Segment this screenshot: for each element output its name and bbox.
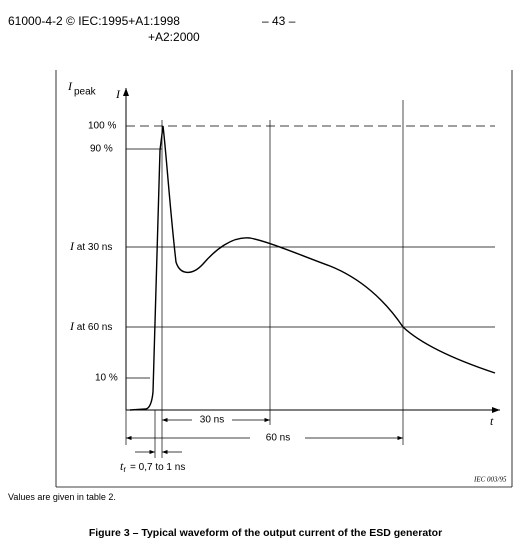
level-symbol: I: [69, 319, 75, 333]
rise-time: tr = 0,7 to 1 ns: [120, 459, 185, 474]
caption: Figure 3 – Typical waveform of the outpu…: [88, 527, 443, 539]
level-text: at 60 ns: [77, 322, 113, 333]
page-number: – 43 –: [262, 14, 296, 28]
figure: I peak I t 100 % 90 % I at 30 ns I at 60…: [55, 70, 513, 488]
level-label: I at 60 ns: [69, 319, 112, 333]
header-left: 61000-4-2 © IEC:1995+A1:1998: [8, 14, 180, 28]
header-left-line2: +A2:2000: [148, 30, 200, 44]
level-label: 90 %: [90, 144, 113, 155]
span-label: 60 ns: [266, 433, 290, 444]
level-label: 10 %: [95, 373, 118, 384]
note: Values are given in table 2.: [8, 492, 116, 502]
y-axis-symbol: I: [115, 87, 121, 101]
peak-subscript: peak: [74, 87, 97, 98]
span-label: 30 ns: [200, 415, 224, 426]
rise-symbol: t: [120, 459, 124, 473]
figure-credit: IEC 003/95: [473, 476, 507, 484]
rise-text: = 0,7 to 1 ns: [130, 462, 185, 473]
waveform: [129, 125, 496, 411]
level-label: 100 %: [88, 121, 116, 132]
axes: [123, 88, 500, 413]
reference-lines: [125, 100, 495, 458]
rise-subscript: r: [123, 465, 126, 474]
level-symbol: I: [69, 239, 75, 253]
frame: [55, 70, 513, 488]
x-axis-symbol: t: [490, 414, 494, 428]
peak-symbol: I: [67, 79, 73, 93]
level-text: at 30 ns: [77, 242, 113, 253]
level-label: I at 30 ns: [69, 239, 112, 253]
